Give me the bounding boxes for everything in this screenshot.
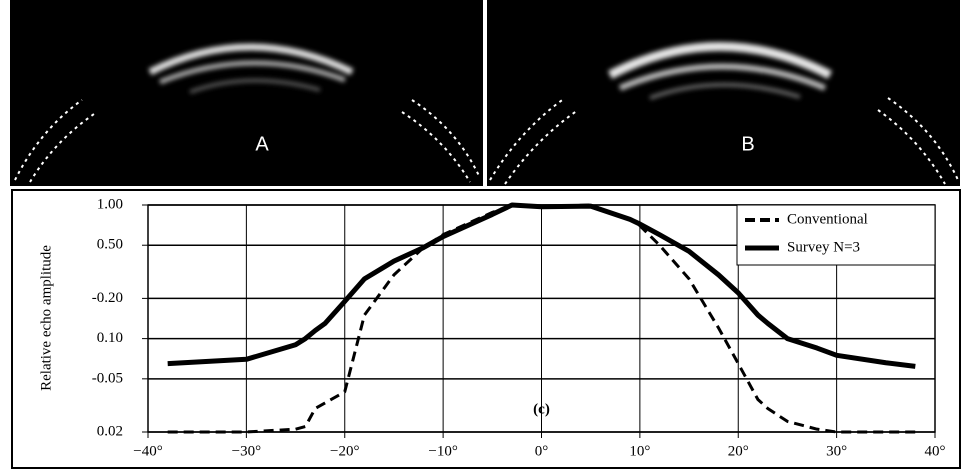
y-tick-label: 0.50 bbox=[97, 237, 123, 253]
annotation: (c) bbox=[533, 401, 550, 417]
x-tick-label: 40° bbox=[925, 443, 946, 459]
x-tick-label: 30° bbox=[826, 443, 847, 459]
legend-label: Conventional bbox=[787, 211, 868, 227]
x-tick-label: 10° bbox=[629, 443, 650, 459]
x-tick-label: 20° bbox=[728, 443, 749, 459]
y-tick-label: -0.05 bbox=[92, 370, 123, 386]
y-tick-label: 1.00 bbox=[97, 196, 123, 212]
x-tick-label: −10° bbox=[428, 443, 457, 459]
y-tick-label: 0.02 bbox=[97, 423, 123, 439]
x-tick-label: 0° bbox=[535, 443, 549, 459]
y-tick-label: -0.20 bbox=[92, 290, 123, 306]
image-label: A bbox=[255, 133, 269, 155]
image-a bbox=[10, 0, 483, 186]
figure: A B Relative echo amplitude 1.00 0.50 -0.2… bbox=[0, 0, 963, 470]
y-tick-label: 0.10 bbox=[97, 330, 123, 346]
legend-label: Survey N=3 bbox=[787, 239, 860, 255]
image-label: B bbox=[741, 133, 754, 155]
x-tick-label: −20° bbox=[330, 443, 359, 459]
image-b bbox=[487, 0, 960, 186]
x-tick-label: −30° bbox=[232, 443, 261, 459]
y-axis-label: Relative echo amplitude bbox=[38, 245, 54, 391]
x-tick-label: −40° bbox=[133, 443, 162, 459]
